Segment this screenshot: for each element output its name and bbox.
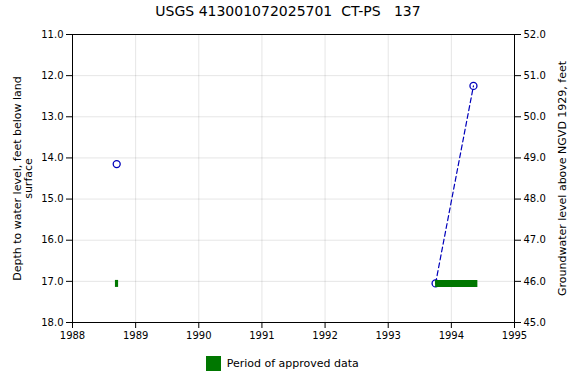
svg-text:52.0: 52.0 [524, 29, 546, 40]
svg-text:1993: 1993 [375, 330, 400, 341]
svg-text:14.0: 14.0 [41, 152, 63, 163]
html-text:USGS 413001072025701 CT-PS 137: USGS 413001072025701 CT-PS 137 [155, 3, 421, 19]
svg-text:15.0: 15.0 [41, 193, 63, 204]
svg-text:1988: 1988 [60, 330, 85, 341]
html-text:Period of approved data: Period of approved data [226, 356, 359, 370]
svg-text:13.0: 13.0 [41, 111, 63, 122]
svg-text:11.0: 11.0 [41, 29, 63, 40]
svg-text:45.0: 45.0 [524, 317, 546, 328]
svg-text:49.0: 49.0 [524, 152, 546, 163]
svg-text:46.0: 46.0 [524, 276, 546, 287]
svg-text:16.0: 16.0 [41, 234, 63, 245]
svg-text:18.0: 18.0 [41, 317, 63, 328]
svg-text:1992: 1992 [312, 330, 337, 341]
svg-text:50.0: 50.0 [524, 111, 546, 122]
svg-text:47.0: 47.0 [524, 234, 546, 245]
svg-text:Depth to water level, feet bel: Depth to water level, feet below landsur… [11, 76, 35, 281]
svg-text:1990: 1990 [186, 330, 211, 341]
svg-text:1991: 1991 [249, 330, 274, 341]
svg-text:12.0: 12.0 [41, 70, 63, 81]
svg-text:1989: 1989 [123, 330, 148, 341]
svg-text:Groundwater level above NGVD 1: Groundwater level above NGVD 1929, feet [556, 60, 569, 296]
svg-text:1994: 1994 [439, 330, 464, 341]
svg-text:17.0: 17.0 [41, 276, 63, 287]
svg-text:48.0: 48.0 [524, 193, 546, 204]
svg-text:51.0: 51.0 [524, 70, 546, 81]
svg-text:1995: 1995 [502, 330, 527, 341]
